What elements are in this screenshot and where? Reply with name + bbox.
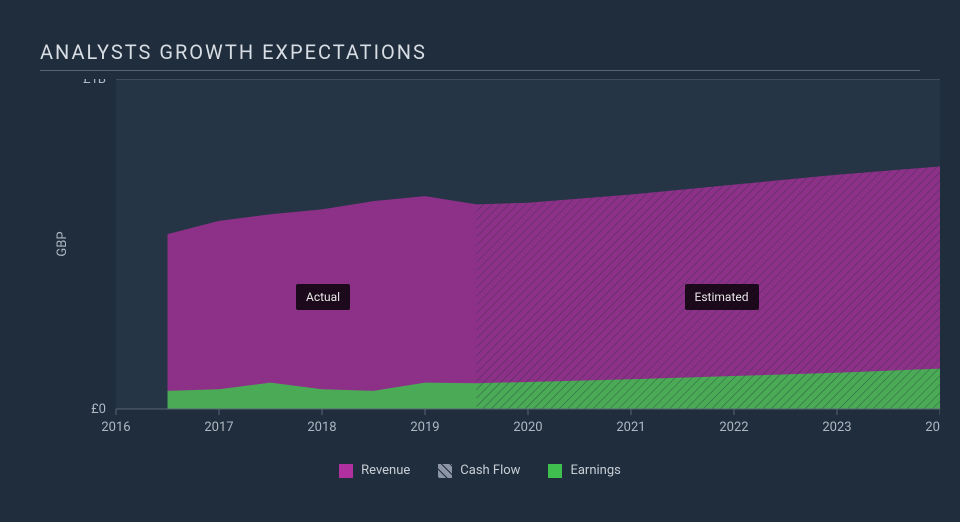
legend-item-earnings: Earnings (548, 463, 620, 478)
svg-text:2020: 2020 (513, 420, 542, 435)
legend-label-revenue: Revenue (361, 463, 410, 478)
growth-area-chart: 2016 2017 2018 2019 2020 2021 2022 2023 2024 £0 £1… (40, 79, 940, 447)
svg-text:£1B: £1B (83, 79, 106, 87)
svg-text:2019: 2019 (410, 420, 439, 435)
chart-legend: Revenue Cash Flow Earnings (40, 463, 920, 478)
svg-text:2023: 2023 (822, 420, 851, 435)
chart-title: ANALYSTS GROWTH EXPECTATIONS (40, 40, 920, 64)
svg-text:2021: 2021 (616, 420, 645, 435)
svg-text:2017: 2017 (204, 420, 233, 435)
chart-container: 201620172018201920202021202220232024£0£1… (40, 79, 920, 478)
legend-swatch-cashflow (438, 464, 452, 478)
svg-text:GBP: GBP (55, 231, 70, 256)
svg-text:2024: 2024 (925, 420, 940, 435)
svg-text:2022: 2022 (719, 420, 748, 435)
title-underline (40, 70, 920, 71)
svg-text:2016: 2016 (101, 420, 130, 435)
svg-text:£0: £0 (91, 402, 106, 417)
legend-item-cashflow: Cash Flow (438, 463, 520, 478)
legend-swatch-earnings (548, 464, 562, 478)
legend-item-revenue: Revenue (339, 463, 410, 478)
svg-text:2018: 2018 (307, 420, 336, 435)
legend-label-cashflow: Cash Flow (460, 463, 520, 478)
legend-swatch-revenue (339, 464, 353, 478)
legend-label-earnings: Earnings (570, 463, 620, 478)
